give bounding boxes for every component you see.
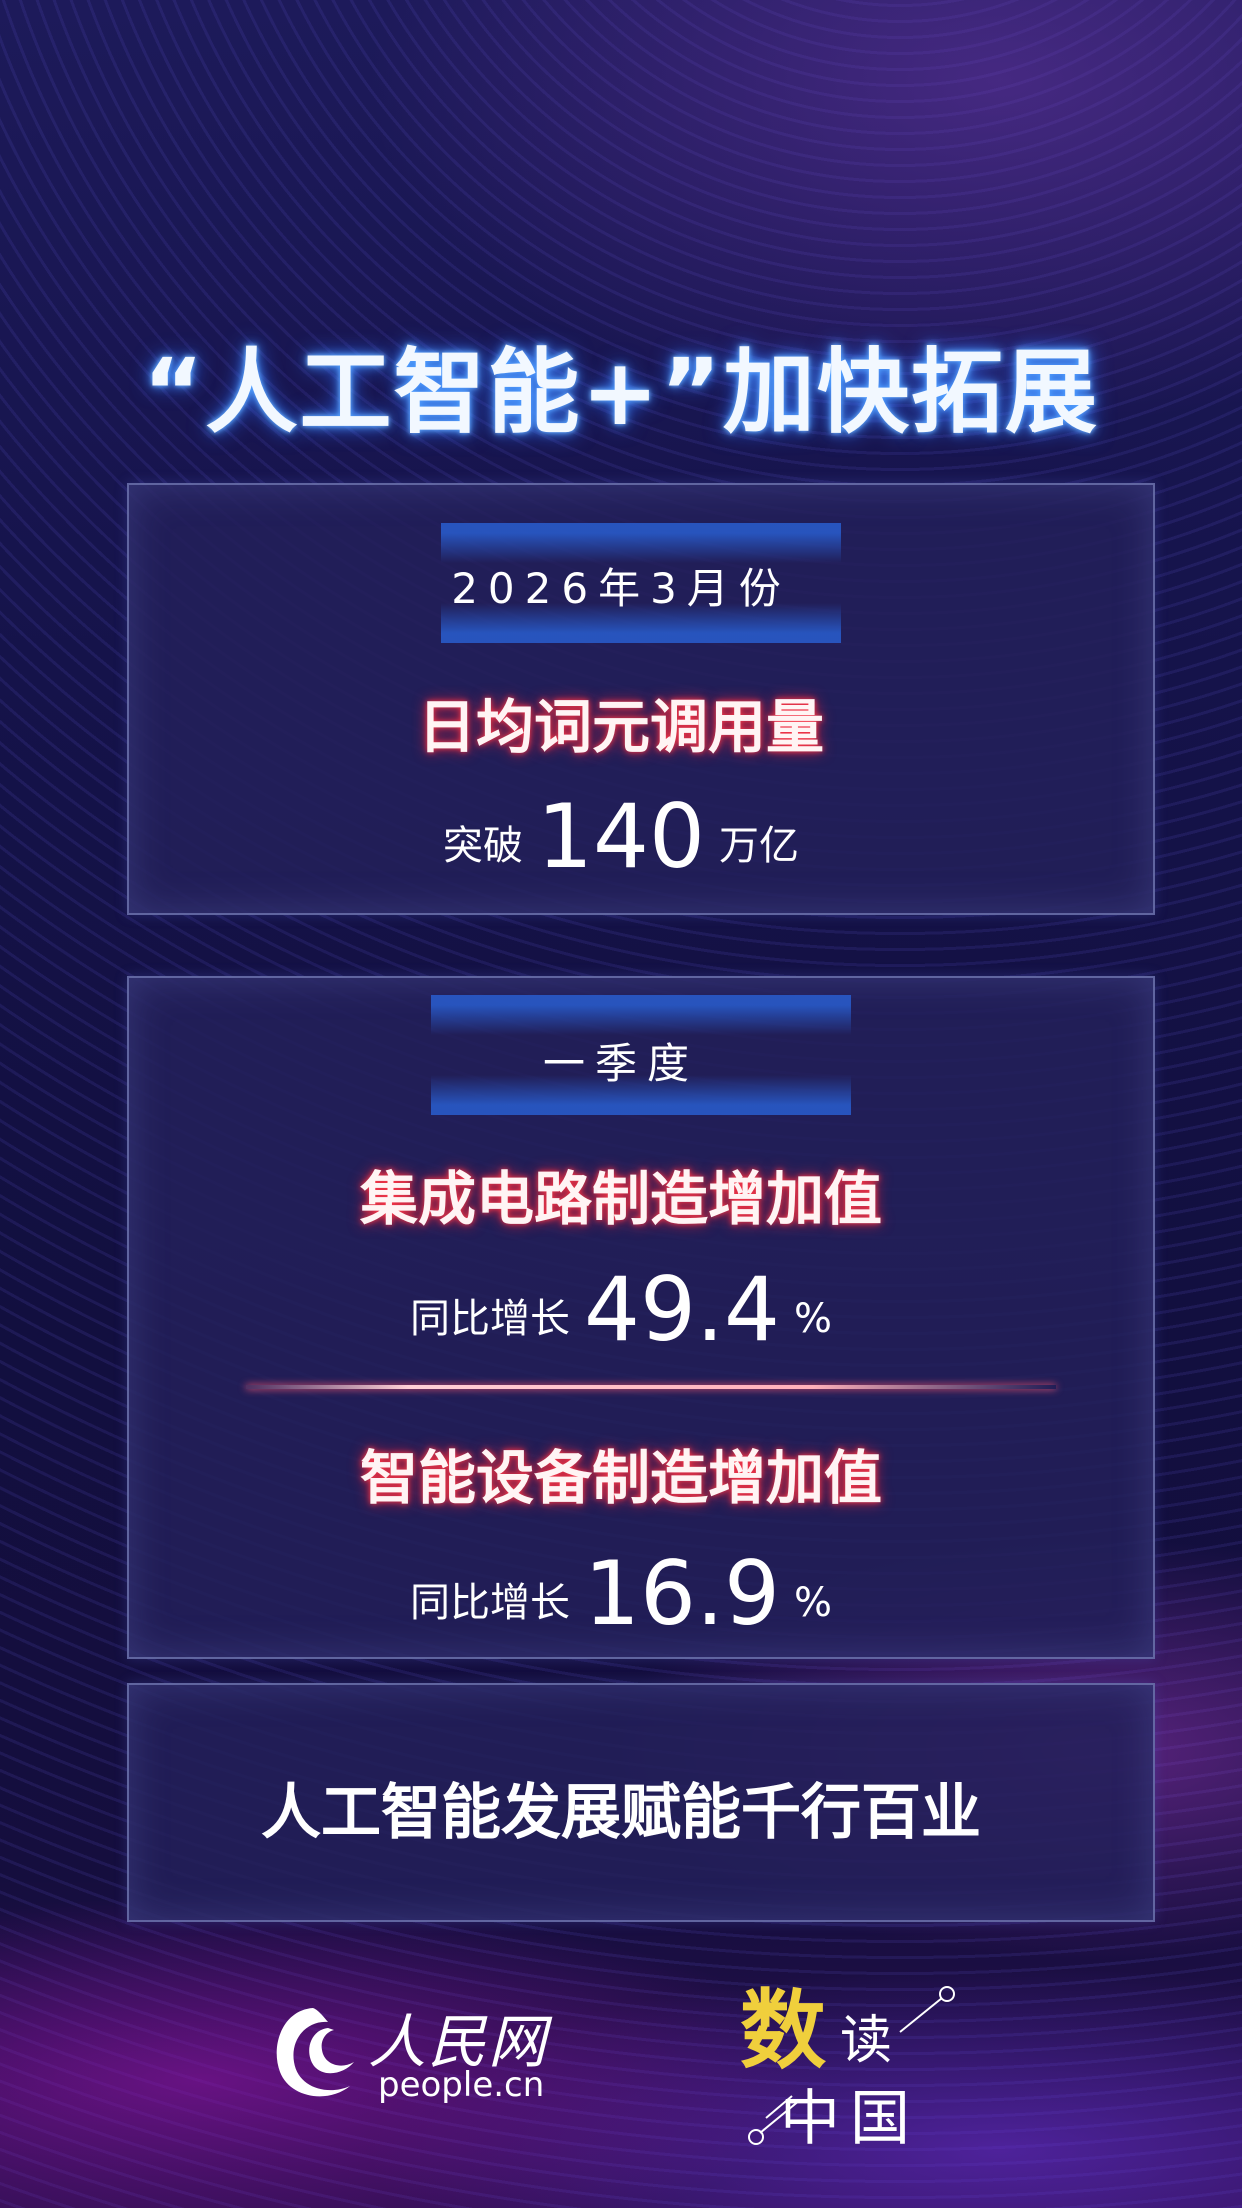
metric-title: 集成电路制造增加值 <box>359 1165 882 1233</box>
metric-stat: 同比增长 16.9% <box>0 1542 1242 1645</box>
metric-title: 日均词元调用量 <box>417 693 824 761</box>
period-label: 2026年3月份 <box>451 564 791 613</box>
brand-accent: 数 <box>740 1980 826 2081</box>
stat-prefix: 同比增长 <box>410 1296 571 1342</box>
card-quarter <box>127 976 1155 1659</box>
slogan: 人工智能发展赋能千行百业 <box>261 1778 981 1848</box>
stat-unit: % <box>793 1296 832 1342</box>
page-title: “人工智能+”加快拓展 <box>142 339 1100 446</box>
brand-char: 中 <box>780 2084 840 2154</box>
card-token-usage <box>127 483 1155 915</box>
metric-stat: 同比增长 49.4% <box>0 1258 1242 1361</box>
stat-value: 49.4 <box>584 1258 780 1361</box>
shudu-zhongguo-logo: 数 读 中 国 <box>740 1960 980 2154</box>
logo-cn: 人民网 <box>368 2008 549 2076</box>
card-slogan <box>127 1683 1155 1922</box>
connector-lines-icon <box>748 1986 955 2145</box>
period-band <box>431 995 851 1115</box>
people-logo: 人民网 people.cn <box>268 1995 588 2110</box>
divider <box>246 1385 1056 1389</box>
stat-prefix: 同比增长 <box>410 1580 571 1626</box>
brand-char: 国 <box>850 2084 910 2154</box>
stat-unit: 万亿 <box>718 823 799 869</box>
period-label: 一季度 <box>542 1039 699 1088</box>
stat-unit: % <box>793 1580 832 1626</box>
people-emblem-icon <box>276 2008 354 2097</box>
stat-prefix: 突破 <box>443 823 524 869</box>
metric-title: 智能设备制造增加值 <box>359 1444 882 1512</box>
stat-value: 16.9 <box>584 1542 780 1645</box>
logo-en: people.cn <box>378 2065 545 2105</box>
stat-value: 140 <box>537 785 705 888</box>
period-band <box>441 523 841 643</box>
metric-stat: 突破 140 万亿 <box>0 785 1242 888</box>
brand-char: 读 <box>840 2011 893 2071</box>
